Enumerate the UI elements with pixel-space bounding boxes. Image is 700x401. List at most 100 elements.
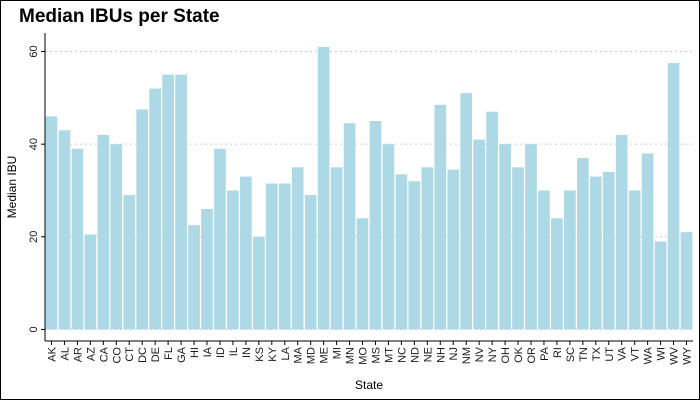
x-tick-label: PA	[539, 346, 551, 361]
bar-il	[227, 190, 239, 330]
x-tick-label: CT	[124, 347, 136, 362]
x-tick-label: VA	[617, 346, 629, 361]
x-tick-label: IL	[228, 347, 240, 356]
x-tick-label: MS	[370, 347, 382, 364]
bar-mt	[382, 144, 395, 330]
x-tick-label: OK	[513, 346, 525, 363]
bar-co	[110, 144, 123, 330]
bar-md	[304, 195, 317, 330]
chart-title: Median IBUs per State	[19, 6, 220, 27]
x-tick-label: DC	[137, 347, 149, 363]
x-tick-label: VT	[630, 347, 642, 361]
bar-ne	[421, 167, 434, 330]
bar-ma	[291, 167, 304, 330]
bar-ga	[175, 74, 187, 330]
bar-ky	[265, 183, 278, 330]
bar-ms	[369, 121, 382, 330]
x-tick-label: MT	[383, 347, 395, 363]
axes	[44, 33, 693, 342]
bar-me	[317, 46, 330, 330]
x-tick-label: CA	[98, 346, 110, 362]
x-tick-label: UT	[604, 347, 616, 362]
bar-nh	[434, 104, 447, 330]
x-tick-label: SC	[565, 347, 577, 362]
x-tick-label: TX	[591, 346, 603, 361]
x-tick-label: IA	[202, 346, 214, 357]
x-tick-label: NJ	[448, 347, 460, 360]
bar-ny	[486, 111, 498, 330]
bar-ct	[123, 195, 136, 330]
x-tick-label: ID	[215, 347, 227, 358]
x-tick-label: NH	[435, 347, 447, 363]
bar-ar	[71, 148, 84, 330]
x-tick-label: IN	[241, 347, 253, 358]
x-tick-label: LA	[280, 346, 292, 360]
x-tick-label: AL	[59, 347, 71, 360]
bar-ca	[97, 134, 110, 330]
bar-pa	[538, 190, 550, 330]
x-tick-label: RI	[552, 347, 564, 358]
x-tick-label: MI	[332, 347, 344, 359]
bar-ak	[45, 116, 58, 330]
bar-nc	[395, 174, 408, 330]
y-ticks: 0 20 40 60	[28, 45, 45, 332]
bar-wi	[654, 241, 667, 330]
x-tick-label: MD	[306, 347, 318, 364]
bar-ia	[201, 209, 213, 330]
bar-in	[240, 176, 252, 330]
x-axis-title: State	[355, 378, 383, 392]
bar-mi	[330, 167, 343, 330]
x-tick-label: NM	[461, 347, 473, 364]
bar-wa	[641, 153, 654, 330]
x-tick-label: MO	[358, 347, 370, 365]
x-tick-label: WA	[643, 346, 655, 364]
x-tick-label: NE	[422, 347, 434, 362]
x-tick-label: TN	[578, 347, 590, 362]
bar-la	[278, 183, 291, 330]
bar-tn	[577, 158, 589, 330]
bar-oh	[499, 144, 511, 330]
bar-id	[214, 148, 226, 330]
y-tick-label: 20	[28, 231, 40, 243]
x-tick-label: MA	[293, 346, 305, 363]
bar-nd	[408, 181, 421, 330]
x-tick-label: FL	[163, 347, 175, 360]
x-tick-label: HI	[189, 347, 201, 358]
x-tick-label: CO	[111, 347, 123, 364]
bar-va	[615, 134, 628, 330]
x-tick-label: NV	[474, 346, 486, 362]
x-tick-label: DE	[150, 347, 162, 362]
x-tick-label: GA	[176, 346, 188, 363]
bar-hi	[188, 225, 200, 330]
bar-wy	[680, 232, 693, 330]
x-tick-label: WY	[682, 346, 694, 364]
bar-vt	[628, 190, 641, 330]
bar-or	[525, 144, 537, 330]
bar-sc	[564, 190, 576, 330]
x-tick-label: ND	[409, 347, 421, 363]
x-tick-label: OH	[500, 347, 512, 364]
y-tick-label: 40	[28, 138, 40, 150]
x-ticks: AK AL AR AZ CA CO CT DC DE FL GA HI IA ID IL IN KS KY LA MA…	[46, 341, 694, 365]
bar-nm	[460, 93, 473, 330]
x-tick-label: WI	[656, 347, 668, 360]
bar-nv	[473, 139, 485, 330]
bars	[45, 46, 693, 330]
x-tick-label: NC	[396, 347, 408, 363]
x-tick-label: KS	[254, 347, 266, 362]
bar-mn	[343, 123, 356, 330]
bar-nj	[447, 169, 460, 330]
bar-fl	[162, 74, 174, 330]
x-tick-label: AZ	[85, 347, 97, 361]
bar-ks	[253, 236, 265, 330]
x-tick-label: KY	[267, 346, 279, 361]
bar-de	[149, 88, 161, 330]
y-tick-label: 0	[28, 326, 40, 332]
bar-dc	[136, 109, 149, 330]
x-tick-label: AR	[72, 347, 84, 362]
bar-ok	[512, 167, 524, 330]
bar-wv	[667, 63, 680, 330]
x-tick-label: OR	[526, 347, 538, 364]
